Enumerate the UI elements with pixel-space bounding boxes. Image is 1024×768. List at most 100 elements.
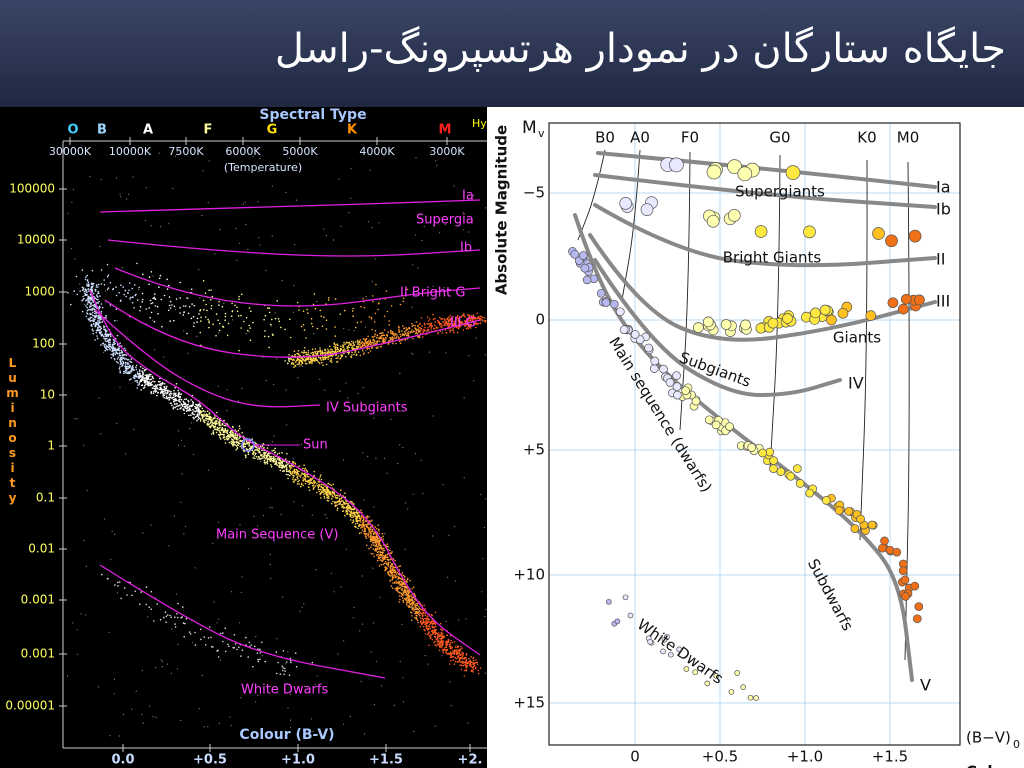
star [372, 567, 374, 569]
star [298, 470, 300, 473]
star [79, 290, 81, 292]
star [92, 311, 94, 314]
star [94, 316, 96, 319]
star [339, 357, 342, 360]
star [477, 672, 480, 675]
star-dot [850, 524, 860, 533]
star [184, 622, 186, 625]
star [266, 460, 269, 463]
star [396, 571, 399, 574]
star [281, 465, 284, 468]
star [310, 322, 313, 325]
star [365, 525, 368, 527]
star [376, 340, 378, 343]
star [278, 320, 281, 323]
star [387, 331, 389, 334]
star [143, 386, 146, 389]
star [160, 298, 163, 301]
star [327, 358, 330, 360]
star [123, 587, 126, 589]
star [470, 656, 473, 658]
star [439, 638, 441, 640]
star [235, 445, 238, 447]
star [331, 494, 333, 496]
star [159, 618, 162, 621]
star [324, 514, 326, 516]
star [474, 322, 476, 325]
star [105, 335, 108, 338]
star [257, 694, 259, 696]
star [257, 458, 259, 460]
annotation: III G [450, 316, 476, 331]
star [451, 652, 454, 655]
star [427, 663, 429, 665]
star [184, 403, 186, 406]
star [220, 433, 223, 436]
star [331, 355, 334, 358]
star [452, 315, 454, 318]
star [157, 313, 159, 315]
star-dot [786, 471, 796, 481]
star [444, 294, 446, 296]
star [297, 477, 299, 480]
star [170, 616, 172, 619]
star [278, 458, 281, 460]
star [134, 590, 136, 593]
star [411, 587, 414, 590]
star [241, 431, 243, 434]
star [182, 606, 184, 608]
star-dot [767, 317, 779, 329]
star [409, 579, 411, 582]
star [473, 194, 475, 196]
star [221, 305, 224, 308]
star [88, 301, 90, 303]
star [330, 357, 333, 360]
luminosity-tick: 0.1 [36, 491, 55, 505]
star [136, 371, 139, 373]
star [236, 434, 239, 437]
star [264, 314, 267, 317]
star [457, 327, 460, 330]
star [457, 649, 459, 651]
star [455, 326, 458, 329]
star [380, 563, 383, 566]
star [103, 328, 105, 331]
star [424, 655, 426, 657]
star [230, 442, 233, 445]
star [105, 301, 107, 303]
star [114, 352, 116, 354]
luminosity-tick: 0.01 [28, 542, 55, 556]
star [90, 296, 92, 299]
star [351, 310, 354, 312]
star [330, 348, 332, 351]
star [204, 316, 207, 318]
star [468, 657, 470, 660]
star [307, 353, 309, 356]
star [449, 314, 452, 317]
star [417, 608, 420, 611]
star [357, 403, 359, 405]
star [399, 586, 402, 589]
star [224, 442, 227, 444]
star [399, 444, 401, 446]
star [223, 424, 226, 427]
star [237, 441, 239, 444]
star [390, 565, 393, 568]
star [359, 344, 362, 346]
star [240, 655, 242, 657]
star [172, 406, 175, 408]
star [287, 707, 289, 709]
star [247, 248, 249, 250]
star [263, 459, 266, 462]
star [163, 396, 165, 399]
star [406, 604, 408, 606]
star [148, 283, 150, 286]
star [123, 372, 125, 375]
star [369, 340, 372, 343]
star [147, 384, 149, 386]
star [323, 497, 326, 499]
star [361, 575, 363, 577]
star-dot [706, 164, 722, 180]
star [383, 334, 386, 337]
star [239, 427, 241, 430]
